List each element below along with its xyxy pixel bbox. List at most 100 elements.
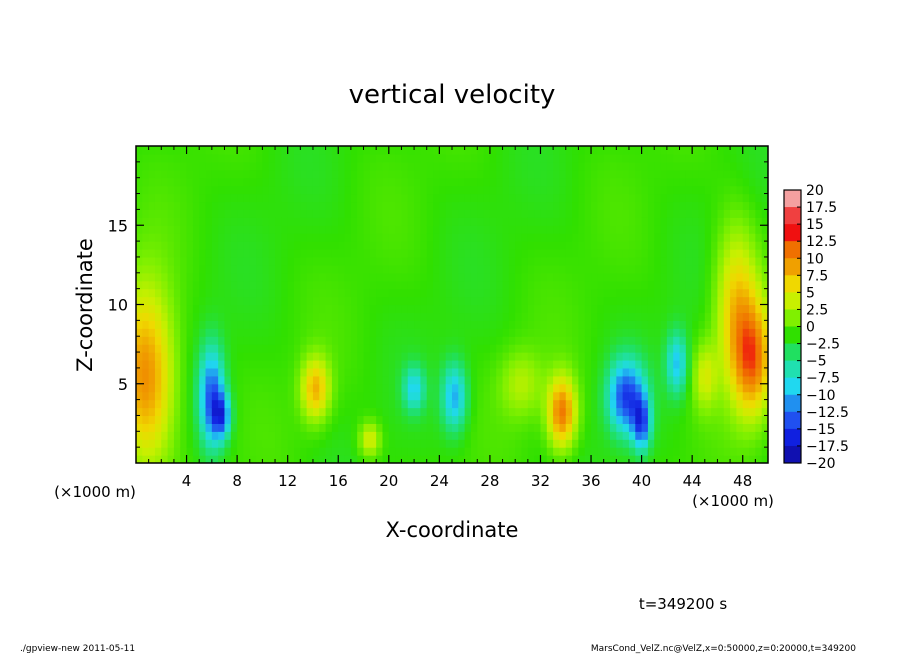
heatmap-cell	[736, 169, 744, 179]
heatmap-cell	[489, 209, 497, 218]
heatmap-cell	[294, 209, 301, 218]
heatmap-cell	[502, 256, 510, 266]
heatmap-cell	[553, 383, 561, 393]
heatmap-cell	[628, 296, 636, 306]
heatmap-cell	[755, 296, 763, 306]
heatmap-cell	[243, 352, 251, 361]
heatmap-cell	[489, 241, 497, 250]
heatmap-cell	[641, 328, 649, 337]
heatmap-cell	[610, 177, 617, 187]
heatmap-cell	[546, 447, 554, 456]
heatmap-cell	[521, 312, 529, 321]
heatmap-cell	[597, 209, 605, 218]
heatmap-cell	[294, 225, 301, 234]
heatmap-cell	[312, 272, 320, 282]
heatmap-cell	[439, 241, 447, 250]
heatmap-cell	[452, 336, 459, 345]
heatmap-cell	[527, 352, 535, 361]
heatmap-cell	[338, 431, 346, 440]
heatmap-cell	[603, 264, 611, 274]
heatmap-cell	[224, 352, 232, 361]
heatmap-cell	[685, 375, 693, 385]
heatmap-cell	[192, 391, 200, 401]
heatmap-cell	[192, 264, 200, 274]
heatmap-cell	[281, 177, 289, 187]
heatmap-cell	[192, 256, 200, 266]
heatmap-cell	[673, 296, 681, 306]
heatmap-cell	[173, 304, 181, 314]
heatmap-cell	[148, 153, 156, 163]
heatmap-cell	[641, 146, 649, 155]
heatmap-cell	[458, 320, 466, 329]
heatmap-cell	[173, 407, 181, 417]
heatmap-cell	[534, 359, 542, 369]
heatmap-cell	[470, 288, 478, 298]
heatmap-cell	[489, 217, 497, 226]
heatmap-cell	[698, 193, 706, 203]
heatmap-cell	[616, 177, 624, 187]
heatmap-cell	[603, 233, 611, 242]
heatmap-cell	[458, 359, 466, 369]
heatmap-cell	[470, 249, 478, 258]
heatmap-cell	[312, 415, 320, 424]
heatmap-cell	[673, 383, 681, 393]
heatmap-cell	[199, 423, 207, 432]
heatmap-cell	[742, 233, 750, 242]
heatmap-cell	[452, 439, 459, 448]
heatmap-cell	[376, 352, 384, 361]
heatmap-cell	[426, 359, 434, 369]
heatmap-cell	[414, 359, 421, 369]
heatmap-cell	[704, 447, 712, 456]
heatmap-cell	[192, 193, 200, 203]
heatmap-cell	[350, 447, 358, 456]
heatmap-cell	[433, 280, 440, 290]
heatmap-cell	[673, 201, 681, 210]
heatmap-cell	[249, 320, 257, 329]
heatmap-cell	[395, 288, 403, 298]
heatmap-cell	[237, 415, 245, 424]
heatmap-cell	[692, 288, 700, 298]
heatmap-cell	[211, 209, 219, 218]
heatmap-cell	[426, 146, 434, 155]
heatmap-cell	[761, 352, 768, 361]
heatmap-cell	[749, 320, 756, 329]
heatmap-cell	[553, 272, 561, 282]
heatmap-cell	[559, 241, 567, 250]
heatmap-cell	[698, 153, 706, 163]
heatmap-cell	[685, 383, 693, 393]
heatmap-cell	[654, 336, 662, 345]
heatmap-cell	[610, 328, 617, 337]
heatmap-cell	[312, 256, 320, 266]
heatmap-cell	[262, 352, 270, 361]
heatmap-cell	[572, 256, 579, 266]
heatmap-cell	[192, 185, 200, 195]
heatmap-cell	[154, 312, 162, 321]
heatmap-cell	[717, 383, 725, 393]
heatmap-cell	[376, 336, 384, 345]
heatmap-cell	[692, 415, 700, 424]
heatmap-cell	[546, 169, 554, 179]
heatmap-cell	[414, 352, 421, 361]
heatmap-cell	[287, 367, 295, 377]
heatmap-cell	[628, 169, 636, 179]
heatmap-cell	[205, 185, 213, 195]
heatmap-cell	[597, 146, 605, 155]
heatmap-cell	[553, 225, 561, 234]
heatmap-cell	[679, 185, 687, 195]
heatmap-cell	[401, 209, 409, 218]
heatmap-cell	[641, 352, 649, 361]
heatmap-cell	[350, 399, 358, 409]
heatmap-cell	[407, 383, 415, 393]
heatmap-cell	[679, 375, 687, 385]
heatmap-cell	[199, 407, 207, 417]
heatmap-cell	[376, 146, 384, 155]
heatmap-cell	[515, 185, 523, 195]
heatmap-cell	[692, 439, 700, 448]
heatmap-cell	[363, 455, 371, 463]
heatmap-cell	[489, 391, 497, 401]
heatmap-cell	[420, 383, 428, 393]
heatmap-cell	[192, 177, 200, 187]
heatmap-cell	[540, 344, 548, 353]
heatmap-cell	[142, 249, 150, 258]
heatmap-cell	[565, 336, 573, 345]
